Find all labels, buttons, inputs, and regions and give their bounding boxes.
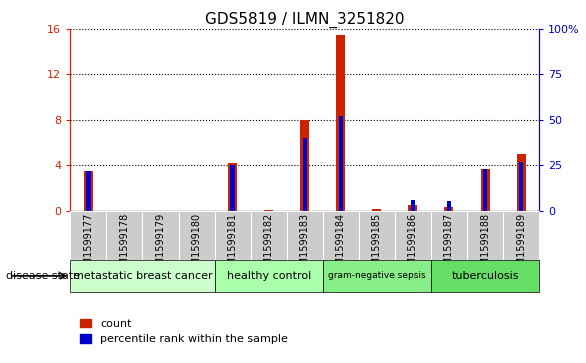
Bar bbox=[84, 171, 93, 211]
FancyBboxPatch shape bbox=[395, 211, 431, 260]
Bar bbox=[372, 209, 381, 211]
Bar bbox=[411, 200, 415, 211]
Text: GSM1599178: GSM1599178 bbox=[120, 213, 130, 278]
Text: GSM1599187: GSM1599187 bbox=[444, 213, 454, 278]
Bar bbox=[230, 165, 235, 211]
FancyBboxPatch shape bbox=[431, 260, 539, 292]
FancyBboxPatch shape bbox=[70, 260, 214, 292]
Text: GSM1599177: GSM1599177 bbox=[83, 213, 93, 278]
Bar bbox=[519, 162, 523, 211]
Text: metastatic breast cancer: metastatic breast cancer bbox=[73, 271, 212, 281]
Text: gram-negative sepsis: gram-negative sepsis bbox=[328, 272, 425, 280]
Text: GSM1599188: GSM1599188 bbox=[480, 213, 490, 278]
Bar bbox=[444, 207, 454, 211]
FancyBboxPatch shape bbox=[323, 211, 359, 260]
Bar bbox=[447, 201, 451, 211]
FancyBboxPatch shape bbox=[323, 260, 431, 292]
Bar bbox=[264, 210, 273, 211]
Bar bbox=[517, 154, 526, 211]
Bar bbox=[481, 168, 489, 211]
FancyBboxPatch shape bbox=[179, 211, 214, 260]
Bar bbox=[86, 171, 90, 211]
Text: tuberculosis: tuberculosis bbox=[451, 271, 519, 281]
Bar bbox=[408, 205, 417, 211]
Text: disease state: disease state bbox=[6, 271, 80, 281]
FancyBboxPatch shape bbox=[107, 211, 142, 260]
Text: GSM1599183: GSM1599183 bbox=[299, 213, 310, 278]
FancyBboxPatch shape bbox=[214, 211, 251, 260]
FancyBboxPatch shape bbox=[251, 211, 287, 260]
Text: GSM1599181: GSM1599181 bbox=[227, 213, 237, 278]
Bar bbox=[300, 120, 309, 211]
Text: GSM1599186: GSM1599186 bbox=[408, 213, 418, 278]
FancyBboxPatch shape bbox=[287, 211, 323, 260]
Text: GSM1599180: GSM1599180 bbox=[192, 213, 202, 278]
Legend: count, percentile rank within the sample: count, percentile rank within the sample bbox=[76, 314, 292, 349]
FancyBboxPatch shape bbox=[467, 211, 503, 260]
Bar bbox=[302, 138, 307, 211]
Bar bbox=[228, 163, 237, 211]
Text: GSM1599184: GSM1599184 bbox=[336, 213, 346, 278]
Title: GDS5819 / ILMN_3251820: GDS5819 / ILMN_3251820 bbox=[205, 12, 404, 28]
FancyBboxPatch shape bbox=[70, 211, 107, 260]
FancyBboxPatch shape bbox=[214, 260, 323, 292]
FancyBboxPatch shape bbox=[503, 211, 539, 260]
Text: GSM1599179: GSM1599179 bbox=[155, 213, 165, 278]
Text: GSM1599182: GSM1599182 bbox=[264, 213, 274, 278]
FancyBboxPatch shape bbox=[359, 211, 395, 260]
Bar bbox=[483, 169, 487, 211]
FancyBboxPatch shape bbox=[142, 211, 179, 260]
FancyBboxPatch shape bbox=[431, 211, 467, 260]
Text: GSM1599185: GSM1599185 bbox=[372, 213, 382, 278]
Text: GSM1599189: GSM1599189 bbox=[516, 213, 526, 278]
Text: healthy control: healthy control bbox=[227, 271, 311, 281]
Bar bbox=[336, 35, 345, 211]
Bar bbox=[339, 116, 343, 211]
